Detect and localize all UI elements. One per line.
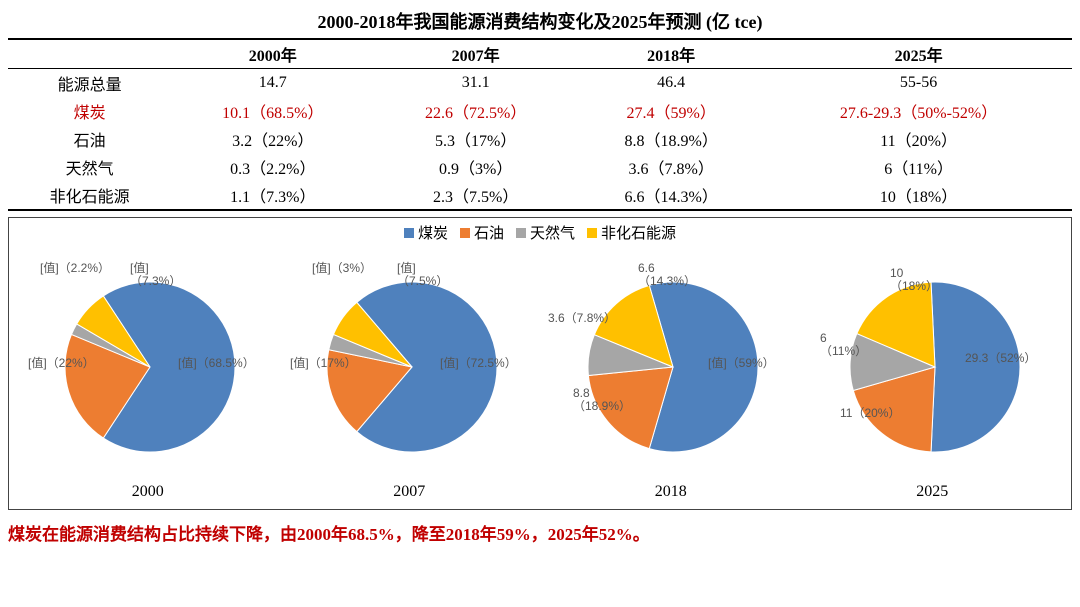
legend-swatch <box>516 228 526 238</box>
pie-year-label: 2018 <box>543 483 798 501</box>
legend-label: 石油 <box>474 222 504 243</box>
table-cell: 0.9（3%） <box>374 153 577 181</box>
legend-item: 天然气 <box>516 222 575 243</box>
table-row: 天然气0.3（2.2%）0.9（3%）3.6（7.8%）6（11%） <box>8 153 1072 181</box>
table-row: 石油3.2（22%）5.3（17%）8.8（18.9%）11（20%） <box>8 125 1072 153</box>
slice-label: [值]（22%） <box>28 355 95 370</box>
pie-svg: [值]（59%） 8.8（18.9%） 3.6（7.8%） 6.6（14.3%） <box>543 247 798 477</box>
pie-year-label: 2000 <box>20 483 275 501</box>
row-label: 煤炭 <box>8 97 171 125</box>
table-header-col: 2007年 <box>374 39 577 69</box>
table-cell: 27.6-29.3（50%-52%） <box>765 97 1072 125</box>
slice-label: （7.5%） <box>397 274 448 288</box>
legend-item: 石油 <box>460 222 504 243</box>
row-label: 天然气 <box>8 153 171 181</box>
slice-label: （7.3%） <box>130 274 181 288</box>
pie-slice <box>931 282 1020 452</box>
table-cell: 5.3（17%） <box>374 125 577 153</box>
pie-svg: 29.3（52%） 11（20%） 6（11%） 10（18%） <box>805 247 1060 477</box>
table-row: 能源总量14.731.146.455-56 <box>8 69 1072 98</box>
pie-year-label: 2025 <box>805 483 1060 501</box>
slice-label: 6.6 <box>638 261 655 275</box>
pie-year-label: 2007 <box>282 483 537 501</box>
table-header-blank <box>8 39 171 69</box>
slice-label: （18%） <box>890 279 938 293</box>
table-cell: 0.3（2.2%） <box>171 153 374 181</box>
slice-label: （11%） <box>820 344 867 358</box>
legend-item: 非化石能源 <box>587 222 676 243</box>
table-cell: 27.4（59%） <box>577 97 765 125</box>
pie-chart: [值]（59%） 8.8（18.9%） 3.6（7.8%） 6.6（14.3%） 201… <box>543 247 798 501</box>
chart-title: 2000-2018年我国能源消费结构变化及2025年预测 (亿 tce) <box>8 8 1072 34</box>
legend-swatch <box>460 228 470 238</box>
slice-label: [值]（59%） <box>708 355 775 370</box>
table-row: 煤炭10.1（68.5%）22.6（72.5%）27.4（59%）27.6-29… <box>8 97 1072 125</box>
legend-swatch <box>404 228 414 238</box>
table-cell: 6.6（14.3%） <box>577 181 765 210</box>
slice-label: [值]（2.2%） <box>40 260 110 275</box>
slice-label: [值]（17%） <box>290 355 357 370</box>
table-cell: 8.8（18.9%） <box>577 125 765 153</box>
slice-label: [值]（68.5%） <box>178 355 255 370</box>
slice-label: 29.3（52%） <box>965 351 1036 365</box>
table-cell: 55-56 <box>765 69 1072 98</box>
slice-label: 11（20%） <box>840 406 900 420</box>
table-cell: 2.3（7.5%） <box>374 181 577 210</box>
table-header-col: 2025年 <box>765 39 1072 69</box>
slice-label: [值] <box>397 260 416 275</box>
row-label: 石油 <box>8 125 171 153</box>
table-header-col: 2018年 <box>577 39 765 69</box>
legend-swatch <box>587 228 597 238</box>
pie-svg: [值]（68.5%） [值]（22%） [值]（2.2%） [值]（7.3%） <box>20 247 275 477</box>
legend-item: 煤炭 <box>404 222 448 243</box>
table-row: 非化石能源1.1（7.3%）2.3（7.5%）6.6（14.3%）10（18%） <box>8 181 1072 210</box>
data-table: 2000年 2007年 2018年 2025年 能源总量14.731.146.4… <box>8 38 1072 211</box>
slice-label: 3.6（7.8%） <box>548 311 616 325</box>
table-cell: 3.6（7.8%） <box>577 153 765 181</box>
pie-charts-row: [值]（68.5%）[值]（22%）[值]（2.2%）[值]（7.3%）2000… <box>17 247 1063 501</box>
row-label: 能源总量 <box>8 69 171 98</box>
pie-svg: [值]（72.5%） [值]（17%） [值]（3%） [值]（7.5%） <box>282 247 537 477</box>
pie-chart: [值]（72.5%） [值]（17%） [值]（3%） [值]（7.5%） 2007 <box>282 247 537 501</box>
table-cell: 3.2（22%） <box>171 125 374 153</box>
chart-panel: 煤炭 石油 天然气 非化石能源 [值]（68.5%） [值]（22%） [值]（2.2%）… <box>8 217 1072 510</box>
footnote-text: 煤炭在能源消费结构占比持续下降，由2000年68.5%，降至2018年59%，2… <box>8 520 1072 545</box>
table-cell: 10（18%） <box>765 181 1072 210</box>
table-header-row: 2000年 2007年 2018年 2025年 <box>8 39 1072 69</box>
legend-label: 非化石能源 <box>601 222 676 243</box>
slice-label: [值]（3%） <box>312 260 372 275</box>
table-cell: 22.6（72.5%） <box>374 97 577 125</box>
slice-label: 6 <box>820 331 827 345</box>
slice-label: （18.9%） <box>573 399 631 413</box>
table-cell: 31.1 <box>374 69 577 98</box>
slice-label: [值] <box>130 260 149 275</box>
table-cell: 10.1（68.5%） <box>171 97 374 125</box>
row-label: 非化石能源 <box>8 181 171 210</box>
table-cell: 11（20%） <box>765 125 1072 153</box>
table-cell: 6（11%） <box>765 153 1072 181</box>
slice-label: 10 <box>890 266 904 280</box>
pie-chart: [值]（68.5%） [值]（22%） [值]（2.2%） [值]（7.3%） 2000 <box>20 247 275 501</box>
pie-chart: 29.3（52%） 11（20%） 6（11%） 10（18%） 2025 <box>805 247 1060 501</box>
table-cell: 14.7 <box>171 69 374 98</box>
legend-label: 煤炭 <box>418 222 448 243</box>
slice-label: [值]（72.5%） <box>440 355 517 370</box>
legend-label: 天然气 <box>530 222 575 243</box>
table-cell: 46.4 <box>577 69 765 98</box>
table-header-col: 2000年 <box>171 39 374 69</box>
slice-label: 8.8 <box>573 386 590 400</box>
slice-label: （14.3%） <box>638 274 696 288</box>
table-cell: 1.1（7.3%） <box>171 181 374 210</box>
legend: 煤炭 石油 天然气 非化石能源 <box>17 222 1063 243</box>
